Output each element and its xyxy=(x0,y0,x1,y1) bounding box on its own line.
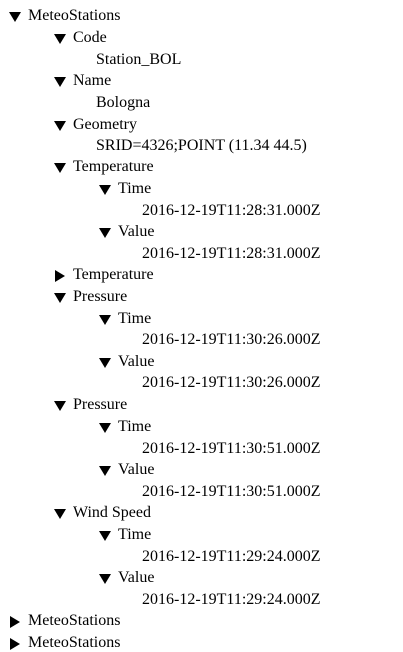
tree-node-time: Time xyxy=(98,178,151,200)
triangle-down-icon[interactable] xyxy=(53,394,73,416)
node-label: Temperature xyxy=(73,266,154,283)
triangle-right-icon[interactable] xyxy=(8,610,28,632)
tree-node-meteostations: MeteoStations xyxy=(8,5,120,27)
triangle-down-icon[interactable] xyxy=(98,308,118,330)
wind-speed-value-value: 2016-12-19T11:29:24.000Z xyxy=(142,591,321,608)
tree-node-meteostations: MeteoStations xyxy=(8,632,120,652)
triangle-down-icon[interactable] xyxy=(98,567,118,589)
node-label: Time xyxy=(118,526,152,543)
code-value: Station_BOL xyxy=(96,51,182,68)
triangle-down-icon[interactable] xyxy=(53,27,73,49)
node-label: Value xyxy=(118,353,155,370)
triangle-down-icon[interactable] xyxy=(53,70,73,92)
geometry-value: SRID=4326;POINT (11.34 44.5) xyxy=(96,137,307,154)
tree-node-temperature: Temperature xyxy=(53,264,154,286)
node-label: Time xyxy=(118,180,152,197)
triangle-down-icon[interactable] xyxy=(98,178,118,200)
node-label: MeteoStations xyxy=(28,634,121,651)
tree-node-meteostations: MeteoStations xyxy=(8,610,120,632)
triangle-down-icon[interactable] xyxy=(53,156,73,178)
triangle-down-icon[interactable] xyxy=(53,114,73,136)
tree-node-value: Value xyxy=(98,221,154,243)
pressure-value-value: 2016-12-19T11:30:51.000Z xyxy=(142,483,321,500)
node-value: 2016-12-19T11:30:51.000Z xyxy=(142,438,321,460)
triangle-down-icon[interactable] xyxy=(8,5,28,27)
wind-speed-time-value: 2016-12-19T11:29:24.000Z xyxy=(142,548,321,565)
node-value: SRID=4326;POINT (11.34 44.5) xyxy=(96,135,307,157)
node-label: Value xyxy=(118,223,155,240)
triangle-down-icon[interactable] xyxy=(98,221,118,243)
node-label: Value xyxy=(118,569,155,586)
triangle-down-icon[interactable] xyxy=(98,459,118,481)
node-label: Pressure xyxy=(73,396,128,413)
node-label: MeteoStations xyxy=(28,612,121,629)
node-label: Code xyxy=(73,29,107,46)
tree-node-value: Value xyxy=(98,459,154,481)
node-value: 2016-12-19T11:30:26.000Z xyxy=(142,329,321,351)
tree-node-value: Value xyxy=(98,567,154,589)
triangle-down-icon[interactable] xyxy=(98,351,118,373)
triangle-right-icon[interactable] xyxy=(53,264,73,286)
tree-node-value: Value xyxy=(98,351,154,373)
node-value: 2016-12-19T11:28:31.000Z xyxy=(142,200,321,222)
tree-node-pressure: Pressure xyxy=(53,286,127,308)
temperature-time-value: 2016-12-19T11:28:31.000Z xyxy=(142,202,321,219)
tree-node-time: Time xyxy=(98,416,151,438)
pressure-value-value: 2016-12-19T11:30:26.000Z xyxy=(142,374,321,391)
tree-node-time: Time xyxy=(98,308,151,330)
node-label: Name xyxy=(73,72,112,89)
node-value: 2016-12-19T11:30:26.000Z xyxy=(142,372,321,394)
node-value: 2016-12-19T11:28:31.000Z xyxy=(142,243,321,265)
tree-node-code: Code xyxy=(53,27,107,49)
triangle-down-icon[interactable] xyxy=(98,524,118,546)
node-label: Geometry xyxy=(73,116,137,133)
node-value: Station_BOL xyxy=(96,49,181,71)
node-value: 2016-12-19T11:30:51.000Z xyxy=(142,481,321,503)
tree-node-geometry: Geometry xyxy=(53,114,137,136)
tree-node-name: Name xyxy=(53,70,111,92)
node-label: Temperature xyxy=(73,158,154,175)
pressure-time-value: 2016-12-19T11:30:51.000Z xyxy=(142,440,321,457)
triangle-down-icon[interactable] xyxy=(53,502,73,524)
node-value: 2016-12-19T11:29:24.000Z xyxy=(142,589,321,611)
pressure-time-value: 2016-12-19T11:30:26.000Z xyxy=(142,331,321,348)
node-label: Time xyxy=(118,310,152,327)
tree-node-wind-speed: Wind Speed xyxy=(53,502,151,524)
node-label: Value xyxy=(118,461,155,478)
node-value: Bologna xyxy=(96,92,150,114)
node-label: Wind Speed xyxy=(73,504,152,521)
temperature-value-value: 2016-12-19T11:28:31.000Z xyxy=(142,245,321,262)
node-label: Pressure xyxy=(73,288,128,305)
tree-node-temperature: Temperature xyxy=(53,156,154,178)
node-value: 2016-12-19T11:29:24.000Z xyxy=(142,546,321,568)
name-value: Bologna xyxy=(96,94,151,111)
triangle-right-icon[interactable] xyxy=(8,632,28,652)
triangle-down-icon[interactable] xyxy=(53,286,73,308)
triangle-down-icon[interactable] xyxy=(98,416,118,438)
node-label: Time xyxy=(118,418,152,435)
tree-node-pressure: Pressure xyxy=(53,394,127,416)
tree-node-time: Time xyxy=(98,524,151,546)
node-label: MeteoStations xyxy=(28,7,121,24)
